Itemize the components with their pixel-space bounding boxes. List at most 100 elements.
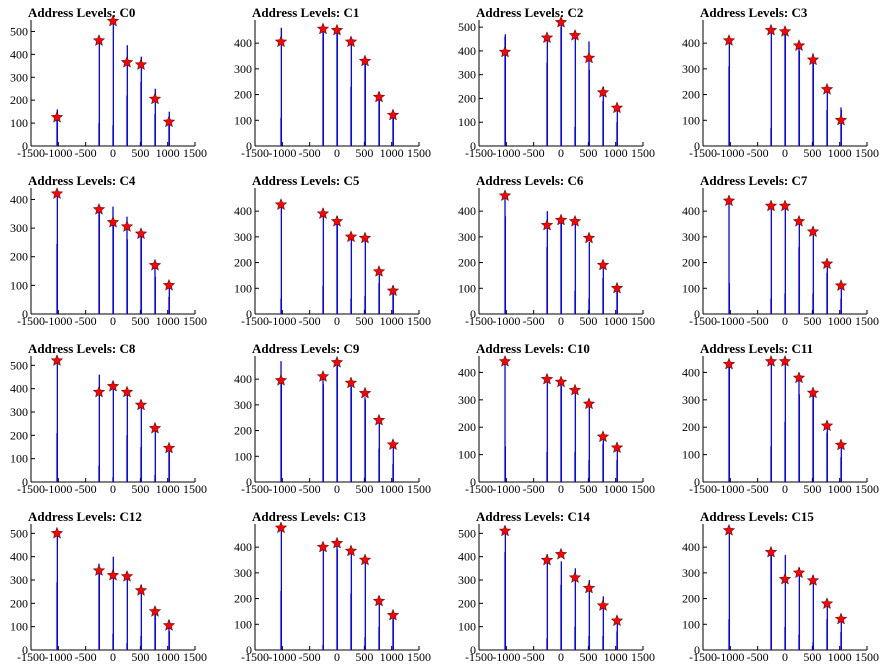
x-tick-label: -1500 <box>17 482 45 496</box>
y-tick-label: 100 <box>10 452 28 466</box>
y-tick-label: 100 <box>458 448 476 462</box>
x-tick-label: 1500 <box>407 146 431 160</box>
y-tick-label: 300 <box>10 573 28 587</box>
x-tick-label: 500 <box>579 650 597 664</box>
chart-title: Address Levels: C11 <box>700 341 813 356</box>
peak-marker <box>92 564 106 576</box>
x-tick-label: 1500 <box>631 650 655 664</box>
y-tick-label: 0 <box>694 307 700 321</box>
y-tick-label: 300 <box>458 68 476 82</box>
x-tick-label: -500 <box>747 650 769 664</box>
peak-marker <box>498 524 512 537</box>
peak-marker <box>820 419 834 432</box>
x-tick-label: -1500 <box>465 146 493 160</box>
x-tick-label: -1000 <box>44 650 72 664</box>
y-tick-label: 0 <box>694 139 700 153</box>
x-tick-label: 1500 <box>631 482 655 496</box>
chart-title: Address Levels: C3 <box>700 5 808 20</box>
x-tick-label: 500 <box>355 314 373 328</box>
x-tick-label: 1500 <box>631 146 655 160</box>
y-tick-label: 400 <box>682 204 700 218</box>
y-tick-label: 100 <box>234 617 252 631</box>
peak-marker <box>806 386 820 399</box>
peak-marker <box>92 34 106 46</box>
peak-marker <box>540 218 554 231</box>
y-tick-label: 0 <box>22 475 28 489</box>
x-tick-label: -500 <box>523 146 545 160</box>
x-tick-label: -1000 <box>268 146 296 160</box>
x-tick-label: -1500 <box>689 482 717 496</box>
x-tick-label: 1000 <box>380 482 404 496</box>
y-tick-label: 300 <box>682 566 700 580</box>
peak-marker <box>386 608 400 621</box>
x-tick-label: -1000 <box>716 482 744 496</box>
x-tick-label: -1500 <box>465 314 493 328</box>
x-tick-label: -500 <box>523 314 545 328</box>
y-tick-label: 400 <box>682 36 700 50</box>
y-tick-label: 200 <box>234 256 252 270</box>
y-tick-label: 100 <box>10 278 28 292</box>
x-tick-label: 1500 <box>855 650 879 664</box>
y-tick-label: 100 <box>234 449 252 463</box>
peak-marker <box>764 199 778 212</box>
peak-marker <box>148 421 162 434</box>
y-tick-label: 400 <box>458 365 476 379</box>
y-tick-label: 0 <box>22 307 28 321</box>
x-tick-label: -1000 <box>44 146 72 160</box>
peak-marker <box>358 386 372 399</box>
y-tick-label: 200 <box>10 428 28 442</box>
x-tick-label: -500 <box>75 314 97 328</box>
x-tick-label: 1500 <box>183 650 207 664</box>
x-tick-label: 1500 <box>855 146 879 160</box>
chart-panel: Address Levels: C5 0 100 200 300 400 -1500 -100… <box>234 173 431 328</box>
peak-marker <box>540 372 554 385</box>
y-tick-label: 0 <box>694 643 700 657</box>
x-tick-label: 500 <box>355 650 373 664</box>
x-tick-label: 1500 <box>407 314 431 328</box>
x-tick-label: 1000 <box>380 650 404 664</box>
y-tick-label: 400 <box>458 44 476 58</box>
y-tick-label: 0 <box>246 307 252 321</box>
peak-marker <box>722 34 736 46</box>
y-tick-label: 200 <box>682 592 700 606</box>
chart-title: Address Levels: C15 <box>700 509 814 524</box>
x-tick-label: 0 <box>782 146 788 160</box>
x-tick-label: 500 <box>803 314 821 328</box>
chart-panel: Address Levels: C20100200300400500-1500-… <box>458 5 655 160</box>
peak-marker <box>778 572 792 585</box>
peak-marker <box>148 258 162 271</box>
x-tick-label: 1500 <box>407 650 431 664</box>
chart-title: Address Levels: C0 <box>28 5 135 20</box>
chart-panel: Address Levels: C13 0 100 200 300 400 -1500 -10… <box>234 509 431 664</box>
peak-marker <box>148 604 162 617</box>
x-tick-label: -500 <box>523 650 545 664</box>
peak-marker <box>820 257 834 270</box>
x-tick-label: -500 <box>747 314 769 328</box>
x-tick-label: -500 <box>523 482 545 496</box>
peak-marker <box>834 279 848 292</box>
chart-title: Address Levels: C2 <box>476 5 583 20</box>
y-tick-label: 100 <box>682 113 700 127</box>
peak-marker <box>50 354 64 366</box>
x-tick-label: -1500 <box>465 650 493 664</box>
x-tick-label: -500 <box>747 146 769 160</box>
peak-marker <box>610 614 624 627</box>
x-tick-label: -1500 <box>241 482 269 496</box>
y-tick-label: 0 <box>470 643 476 657</box>
y-tick-label: 100 <box>10 116 28 130</box>
x-tick-label: 0 <box>334 146 340 160</box>
y-tick-label: 100 <box>234 281 252 295</box>
x-tick-label: 0 <box>558 314 564 328</box>
x-tick-label: 1000 <box>156 314 180 328</box>
y-tick-label: 200 <box>234 592 252 606</box>
x-tick-label: 1000 <box>156 482 180 496</box>
peak-marker <box>330 355 344 368</box>
x-tick-label: 500 <box>131 146 149 160</box>
chart-title: Address Levels: C1 <box>252 5 359 20</box>
peak-marker <box>834 612 848 625</box>
peak-marker <box>764 545 778 558</box>
x-tick-label: -500 <box>747 482 769 496</box>
y-tick-label: 500 <box>10 526 28 540</box>
x-tick-label: 500 <box>131 314 149 328</box>
peak-marker <box>274 35 288 48</box>
